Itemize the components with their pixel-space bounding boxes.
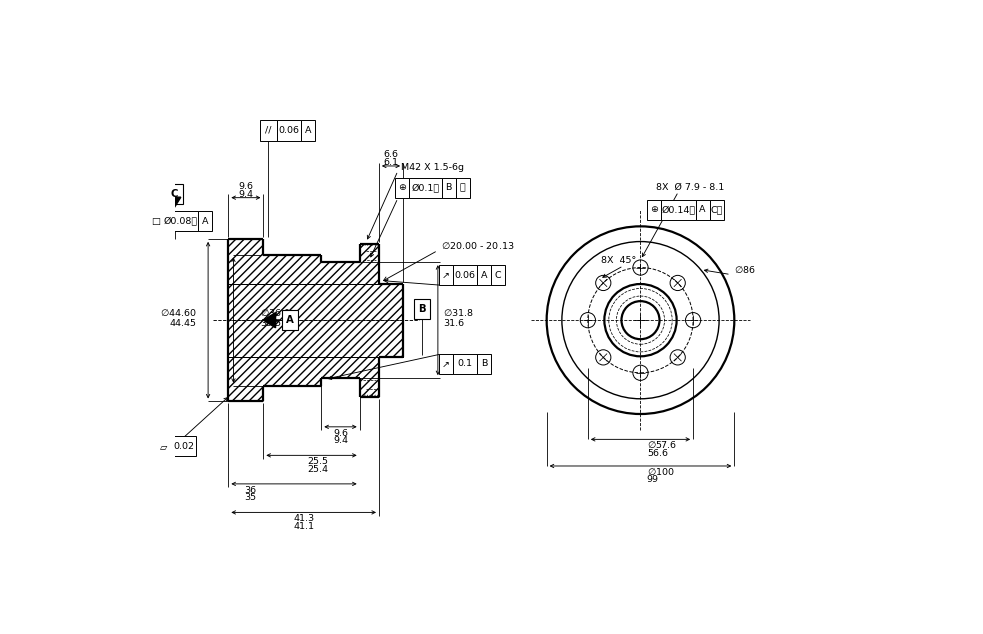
Text: ⊕: ⊕ <box>650 205 658 214</box>
Text: 0.1: 0.1 <box>458 359 473 368</box>
Text: Ø0.14Ⓜ: Ø0.14Ⓜ <box>662 205 695 214</box>
Text: ⊕: ⊕ <box>398 183 406 192</box>
Text: 25.4: 25.4 <box>308 465 328 474</box>
Text: A: A <box>481 271 488 280</box>
Text: A: A <box>202 217 208 226</box>
Bar <box>456 178 470 198</box>
Text: ↗: ↗ <box>442 271 450 280</box>
Text: $\emptyset$86: $\emptyset$86 <box>734 264 756 275</box>
Text: 9.4: 9.4 <box>239 190 254 199</box>
Text: B: B <box>481 359 488 368</box>
Polygon shape <box>228 239 403 320</box>
Text: 99: 99 <box>647 476 659 484</box>
Polygon shape <box>168 197 181 207</box>
Bar <box>477 354 492 374</box>
Bar <box>166 184 183 204</box>
Text: $\emptyset$20.00 - 20.13: $\emptyset$20.00 - 20.13 <box>441 240 514 252</box>
Text: A: A <box>699 205 706 214</box>
Text: 25.5: 25.5 <box>308 457 328 466</box>
Text: 9.6: 9.6 <box>239 182 254 191</box>
Text: M42 X 1.5-6g: M42 X 1.5-6g <box>401 163 464 172</box>
Bar <box>149 211 163 231</box>
Text: A: A <box>286 315 294 325</box>
Text: Ø0.1Ⓜ: Ø0.1Ⓜ <box>411 183 439 192</box>
Text: 8X  Ø 7.9 - 8.1: 8X Ø 7.9 - 8.1 <box>657 183 724 191</box>
Text: 41.3: 41.3 <box>293 514 315 523</box>
Bar <box>155 436 172 456</box>
Bar <box>453 354 477 374</box>
Text: 0.06: 0.06 <box>278 126 299 135</box>
Bar <box>492 265 505 285</box>
Bar <box>163 211 198 231</box>
Bar <box>395 178 409 198</box>
Bar <box>414 299 431 319</box>
Text: Ø0.08Ⓜ: Ø0.08Ⓜ <box>163 217 198 226</box>
Bar <box>439 265 453 285</box>
Text: $\emptyset$31.8: $\emptyset$31.8 <box>443 307 474 318</box>
Text: ↗: ↗ <box>442 359 450 368</box>
Text: $\emptyset$100: $\emptyset$100 <box>647 465 674 477</box>
Bar <box>647 200 661 220</box>
Text: ▱: ▱ <box>160 442 167 451</box>
Text: 6.1: 6.1 <box>383 158 398 167</box>
Text: A: A <box>305 126 311 135</box>
Text: 9.6: 9.6 <box>333 429 348 437</box>
Bar <box>710 200 723 220</box>
Text: $\emptyset$36.0: $\emptyset$36.0 <box>260 307 291 318</box>
Text: $\emptyset$44.60: $\emptyset$44.60 <box>160 307 197 318</box>
Text: 35.5: 35.5 <box>260 319 281 328</box>
Bar <box>301 120 315 141</box>
Bar <box>696 200 710 220</box>
Text: 31.6: 31.6 <box>443 319 464 328</box>
Bar <box>439 354 453 374</box>
Bar <box>409 178 441 198</box>
Text: $\emptyset$57.6: $\emptyset$57.6 <box>647 439 677 450</box>
Text: C: C <box>494 271 501 280</box>
Text: 0.02: 0.02 <box>174 442 195 451</box>
Text: 6.6: 6.6 <box>383 150 398 159</box>
Bar <box>260 120 276 141</box>
Text: 8X  45°: 8X 45° <box>602 256 637 265</box>
Text: 56.6: 56.6 <box>647 449 667 458</box>
Bar <box>276 120 301 141</box>
Text: 36: 36 <box>244 486 257 495</box>
Text: 44.45: 44.45 <box>170 319 197 328</box>
Text: B: B <box>419 304 426 314</box>
Bar <box>453 265 477 285</box>
Bar <box>661 200 696 220</box>
Text: C: C <box>171 189 178 199</box>
Bar <box>198 211 212 231</box>
Polygon shape <box>263 313 275 328</box>
Text: 41.1: 41.1 <box>293 522 315 531</box>
Polygon shape <box>228 239 403 284</box>
Bar <box>477 265 492 285</box>
Text: B: B <box>445 183 452 192</box>
Text: //: // <box>265 126 271 135</box>
Text: □: □ <box>151 217 160 226</box>
Text: Cⓜ: Cⓜ <box>711 205 723 214</box>
Text: 0.06: 0.06 <box>455 271 476 280</box>
Polygon shape <box>228 320 403 401</box>
Text: 35: 35 <box>244 493 257 502</box>
Text: Ⓜ: Ⓜ <box>460 183 466 192</box>
Bar <box>282 310 298 330</box>
Polygon shape <box>228 239 403 284</box>
Bar <box>441 178 456 198</box>
Bar <box>172 436 196 456</box>
Text: 9.4: 9.4 <box>333 436 348 445</box>
